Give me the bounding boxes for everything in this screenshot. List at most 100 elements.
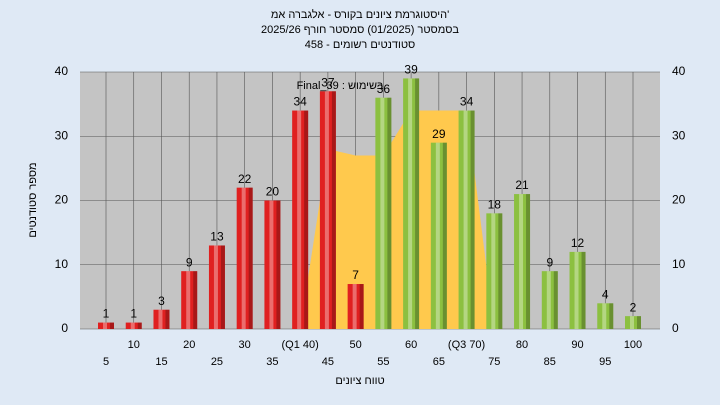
x-tick-label: 95 (599, 356, 611, 368)
bar-shine (630, 316, 634, 329)
bar (514, 194, 531, 329)
x-tick-label: 80 (516, 339, 528, 351)
value-label: 18 (488, 198, 502, 212)
bar (597, 303, 614, 329)
value-label: 29 (432, 127, 446, 141)
bar-shade (442, 142, 447, 329)
x-tick-label: 75 (488, 356, 500, 368)
y-tick-label: 10 (55, 257, 69, 271)
bar (403, 78, 420, 329)
bar (125, 322, 142, 329)
bar-shade (331, 91, 336, 330)
bar-shade (553, 271, 558, 329)
value-label: 4 (602, 287, 609, 301)
bar-shine (435, 142, 440, 329)
bar-shade (415, 78, 420, 329)
bar (236, 187, 253, 329)
bar (292, 110, 309, 329)
bar (569, 251, 586, 329)
value-label: 1 (130, 307, 137, 321)
bar-shine (574, 251, 579, 329)
bar-shine (158, 309, 163, 329)
bar-shine (546, 271, 551, 329)
value-label: 1 (103, 307, 110, 321)
y2-tick-label: 20 (672, 193, 686, 207)
bar (347, 284, 364, 329)
bar (153, 309, 170, 329)
x-tick-label: 45 (322, 356, 334, 368)
bar-shine (324, 91, 329, 330)
value-label: 9 (186, 255, 193, 269)
bar-shade (110, 322, 114, 329)
bar-shade (526, 194, 531, 329)
x-tick-label: 90 (571, 339, 583, 351)
bar-shine (103, 322, 107, 329)
y-tick-label: 20 (55, 193, 69, 207)
bar-shade (248, 187, 253, 329)
bar-shine (297, 110, 302, 329)
y-tick-label: 30 (55, 128, 69, 142)
bar-shine (380, 97, 385, 329)
value-label: 22 (238, 172, 252, 186)
y-axis-label: מספר סטודנטים (27, 162, 39, 237)
y-tick-label: 40 (55, 64, 69, 78)
x-tick-label: 10 (128, 339, 140, 351)
value-label: 36 (377, 82, 391, 96)
bar (319, 91, 336, 330)
bar-shade (387, 97, 392, 329)
x-tick-label: 50 (350, 339, 362, 351)
y2-tick-label: 10 (672, 257, 686, 271)
bar-shine (463, 110, 468, 329)
bar (375, 97, 392, 329)
bar-shade (609, 303, 614, 329)
bar-shade (220, 245, 225, 329)
x-tick-label: 15 (155, 356, 167, 368)
bar-shade (276, 200, 281, 329)
x-tick-label: 55 (377, 356, 389, 368)
chart-title: היסטוגרמת ציונים בקורס - אלגברה אמ' (271, 8, 449, 21)
bar (264, 200, 281, 329)
bar-shade (304, 110, 309, 329)
bar-shine (269, 200, 274, 329)
x-tick-label: 60 (405, 339, 417, 351)
value-label: 12 (571, 236, 585, 250)
y-tick-label: 0 (61, 321, 68, 335)
value-label: 13 (210, 230, 224, 244)
x-tick-label: 20 (183, 339, 195, 351)
bar (625, 316, 641, 329)
x-tick-label: 30 (239, 339, 251, 351)
bar-shade (165, 309, 170, 329)
x-tick-label: 85 (544, 356, 556, 368)
bar-shade (193, 271, 198, 329)
value-label: 21 (515, 178, 529, 192)
value-label: 2 (630, 300, 637, 314)
bar-shade (637, 316, 641, 329)
x-tick-label: 65 (433, 356, 445, 368)
bar-shade (470, 110, 475, 329)
value-label: 39 (404, 63, 418, 77)
value-label: 7 (352, 268, 359, 282)
value-label: 9 (546, 255, 553, 269)
bar-shade (137, 322, 142, 329)
x-tick-label: 5 (103, 356, 109, 368)
bar-shine (241, 187, 246, 329)
value-label: 34 (460, 95, 474, 109)
bar-shade (359, 284, 364, 329)
y2-tick-label: 40 (672, 64, 686, 78)
bar-shine (186, 271, 191, 329)
bar (430, 142, 447, 329)
bar (541, 271, 558, 329)
annotation: Final_39 : בשימוש (297, 80, 384, 92)
bar-shine (408, 78, 413, 329)
x-axis-label: טווח ציונים (335, 375, 384, 387)
value-label: 37 (321, 75, 335, 89)
bar (458, 110, 475, 329)
bar-shade (581, 251, 586, 329)
bar-shade (498, 213, 503, 329)
bar (181, 271, 198, 329)
value-label: 34 (293, 95, 307, 109)
bar-shine (352, 284, 357, 329)
x-tick-label: (Q3 70) (448, 339, 485, 351)
